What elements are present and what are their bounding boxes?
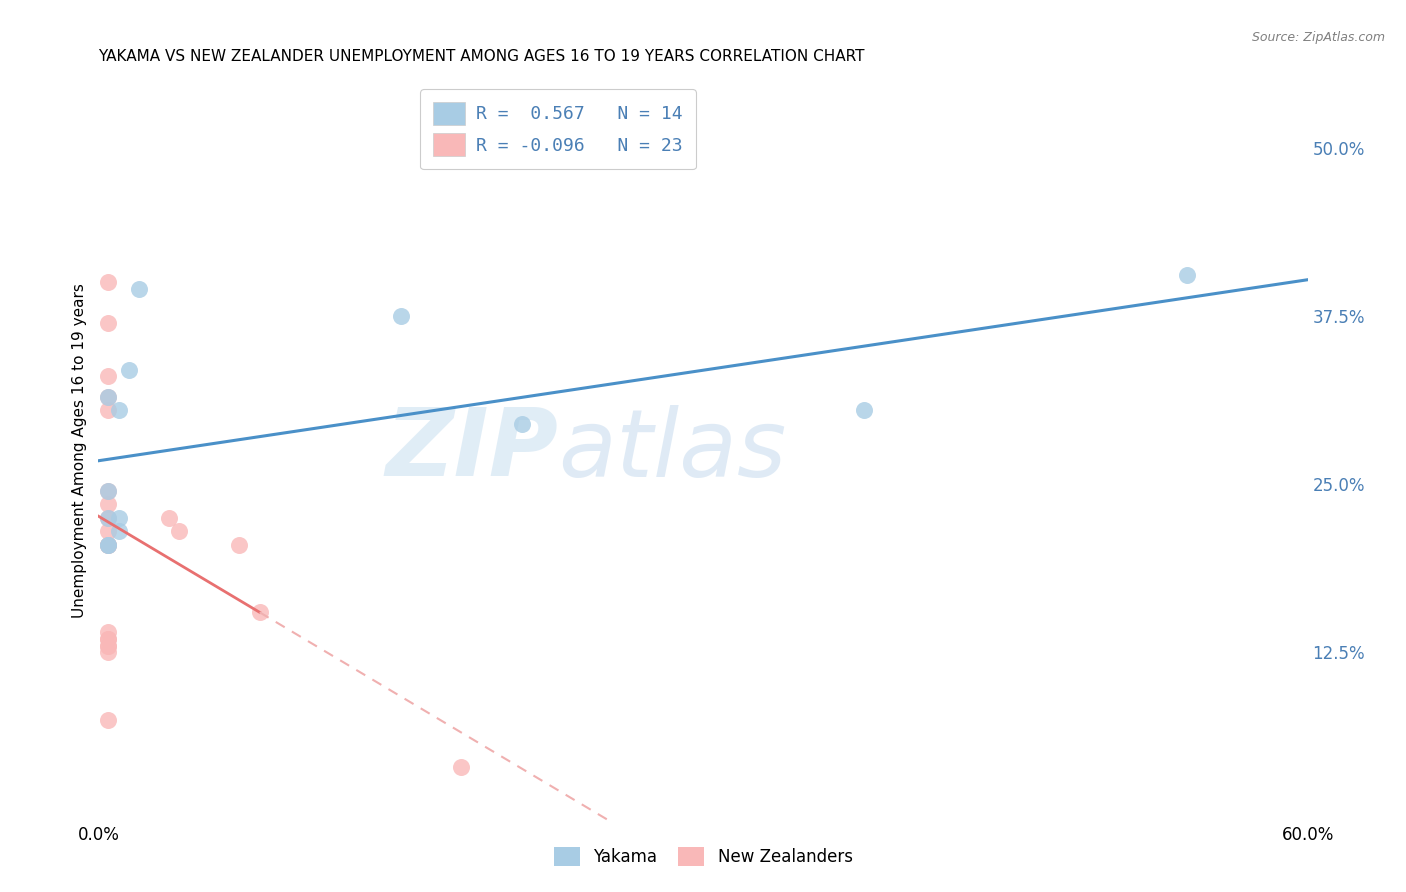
Point [97, 403, 120, 417]
Point [97, 639, 120, 653]
Point [97, 625, 120, 640]
Point [228, 538, 250, 552]
Text: Source: ZipAtlas.com: Source: ZipAtlas.com [1251, 31, 1385, 45]
Point [97, 713, 120, 727]
Point [97, 538, 120, 552]
Point [97, 316, 120, 330]
Point [97, 510, 120, 524]
Y-axis label: Unemployment Among Ages 16 to 19 years: Unemployment Among Ages 16 to 19 years [72, 283, 87, 618]
Point [157, 510, 180, 524]
Point [107, 510, 129, 524]
Point [97, 510, 120, 524]
Text: YAKAMA VS NEW ZEALANDER UNEMPLOYMENT AMONG AGES 16 TO 19 YEARS CORRELATION CHART: YAKAMA VS NEW ZEALANDER UNEMPLOYMENT AMO… [98, 49, 865, 64]
Legend: Yakama, New Zealanders: Yakama, New Zealanders [546, 838, 860, 875]
Point [107, 403, 129, 417]
Legend: R =  0.567   N = 14, R = -0.096   N = 23: R = 0.567 N = 14, R = -0.096 N = 23 [420, 89, 696, 169]
Point [97, 524, 120, 539]
Point [118, 362, 141, 376]
Point [97, 645, 120, 659]
Point [97, 632, 120, 646]
Point [389, 309, 412, 323]
Point [128, 282, 150, 296]
Point [97, 390, 120, 404]
Point [97, 538, 120, 552]
Point [97, 538, 120, 552]
Point [1175, 268, 1198, 283]
Point [97, 275, 120, 289]
Point [97, 483, 120, 498]
Point [97, 639, 120, 653]
Point [97, 632, 120, 646]
Point [107, 524, 129, 539]
Point [249, 605, 271, 619]
Point [853, 403, 876, 417]
Point [97, 538, 120, 552]
Point [450, 760, 472, 774]
Point [167, 524, 190, 539]
Point [510, 417, 533, 431]
Text: ZIP: ZIP [385, 404, 558, 497]
Point [97, 483, 120, 498]
Text: atlas: atlas [558, 405, 786, 496]
Point [97, 369, 120, 384]
Point [97, 497, 120, 511]
Point [97, 390, 120, 404]
